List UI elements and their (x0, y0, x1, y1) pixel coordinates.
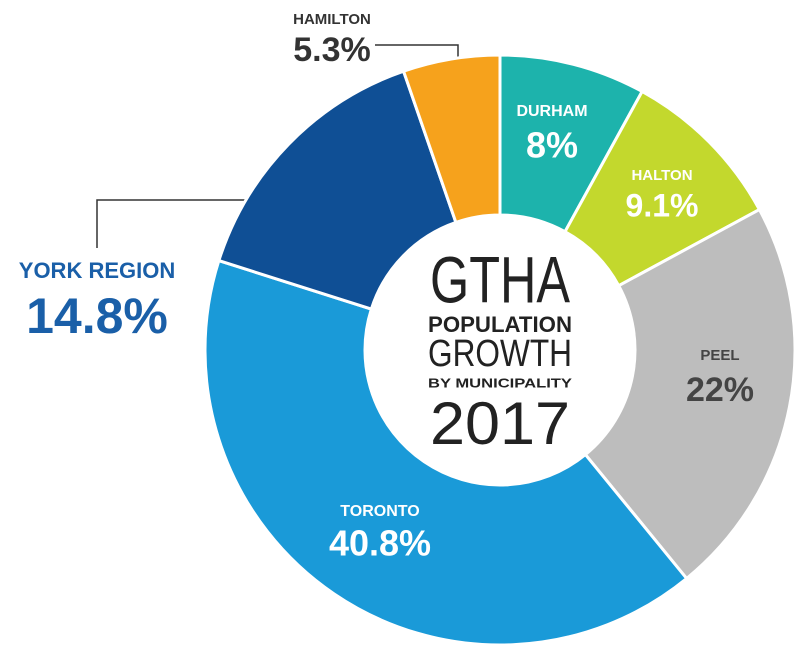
donut-slice (583, 207, 797, 581)
slice-name: HAMILTON (293, 11, 371, 28)
donut-slice (203, 258, 689, 647)
slice-name: DURHAM (516, 103, 587, 120)
slice-value: 40.8% (329, 523, 431, 564)
slice-value: 8% (526, 125, 578, 166)
donut-slice (401, 53, 502, 225)
slice-name: TORONTO (340, 503, 419, 520)
slice-value: 22% (686, 371, 754, 409)
donut-slice (216, 69, 458, 311)
slice-name: YORK REGION (19, 258, 175, 283)
slice-name: HALTON (631, 167, 692, 184)
center-text: 2017 (430, 390, 570, 457)
center-text: POPULATION (428, 312, 572, 337)
slice-value: 5.3% (293, 31, 371, 69)
center-text: BY MUNICIPALITY (428, 375, 572, 390)
slice-name: PEEL (700, 347, 739, 364)
center-text: GROWTH (428, 333, 572, 375)
center-text: GTHA (430, 242, 570, 316)
slice-value: 9.1% (626, 187, 699, 223)
center-hole (367, 217, 633, 483)
slice-value: 14.8% (26, 288, 168, 344)
